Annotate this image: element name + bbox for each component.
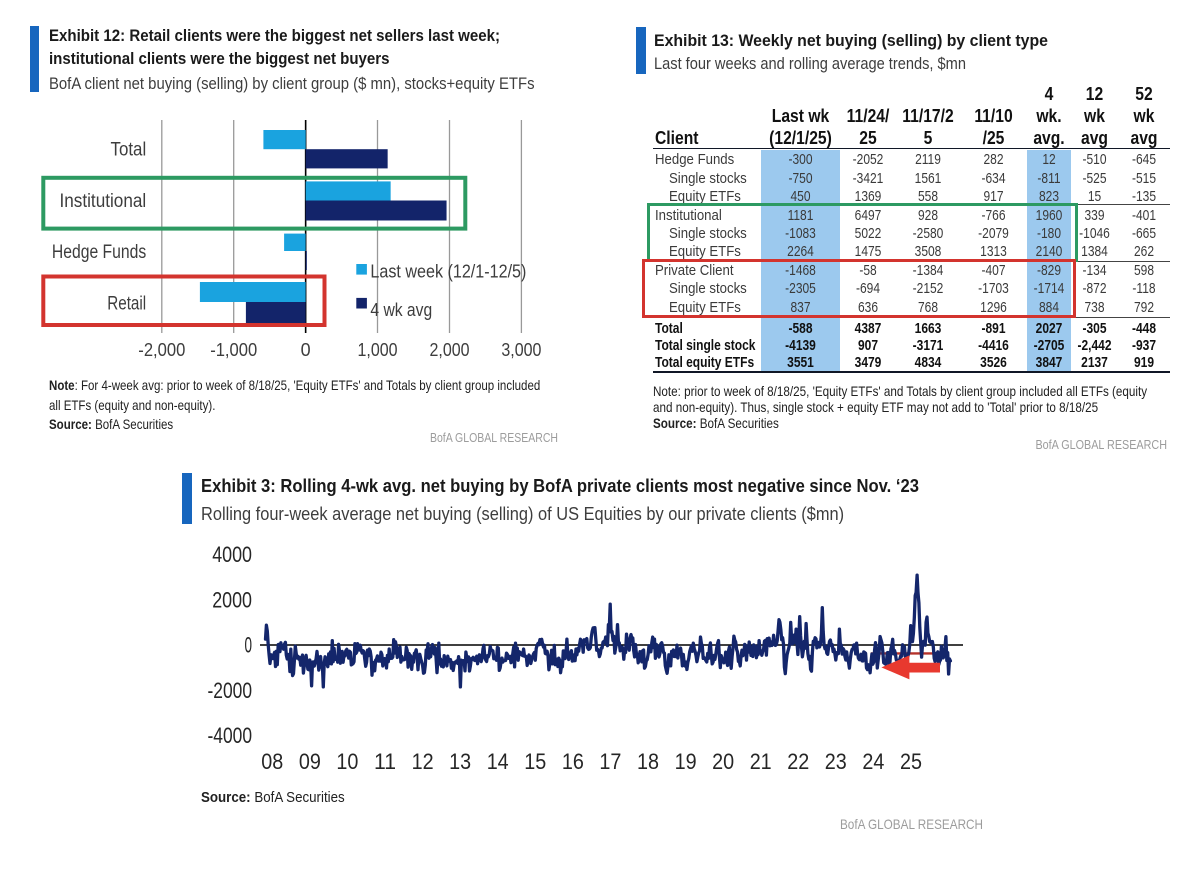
svg-text:15: 15 xyxy=(524,749,546,774)
svg-text:Total: Total xyxy=(111,140,147,161)
svg-text:23: 23 xyxy=(825,749,847,774)
svg-text:4000: 4000 xyxy=(212,542,252,567)
svg-text:21: 21 xyxy=(750,749,772,774)
svg-text:12: 12 xyxy=(412,749,434,774)
svg-text:2000: 2000 xyxy=(212,587,252,612)
svg-text:3,000: 3,000 xyxy=(501,340,541,360)
svg-text:Last week (12/1-12/5): Last week (12/1-12/5) xyxy=(370,261,526,281)
svg-text:19: 19 xyxy=(675,749,697,774)
svg-text:0: 0 xyxy=(301,340,311,360)
svg-text:Hedge Funds: Hedge Funds xyxy=(52,242,146,263)
svg-text:-1,000: -1,000 xyxy=(210,340,257,360)
svg-text:-2000: -2000 xyxy=(208,678,253,703)
svg-text:Institutional: Institutional xyxy=(60,191,147,212)
svg-text:17: 17 xyxy=(599,749,621,774)
svg-text:14: 14 xyxy=(487,749,509,774)
svg-text:10: 10 xyxy=(336,749,358,774)
svg-text:20: 20 xyxy=(712,749,734,774)
svg-text:2,000: 2,000 xyxy=(430,340,470,360)
svg-text:-4000: -4000 xyxy=(208,723,253,748)
svg-text:-2,000: -2,000 xyxy=(138,340,185,360)
svg-text:22: 22 xyxy=(787,749,809,774)
svg-text:1,000: 1,000 xyxy=(358,340,398,360)
svg-text:18: 18 xyxy=(637,749,659,774)
svg-text:0: 0 xyxy=(245,633,253,658)
svg-text:08: 08 xyxy=(261,749,283,774)
svg-text:13: 13 xyxy=(449,749,471,774)
svg-text:4 wk avg: 4 wk avg xyxy=(370,300,432,320)
svg-text:11: 11 xyxy=(374,749,396,774)
svg-text:25: 25 xyxy=(900,749,922,774)
svg-text:16: 16 xyxy=(562,749,584,774)
svg-text:24: 24 xyxy=(862,749,884,774)
svg-text:Retail: Retail xyxy=(107,293,146,314)
svg-text:09: 09 xyxy=(299,749,321,774)
